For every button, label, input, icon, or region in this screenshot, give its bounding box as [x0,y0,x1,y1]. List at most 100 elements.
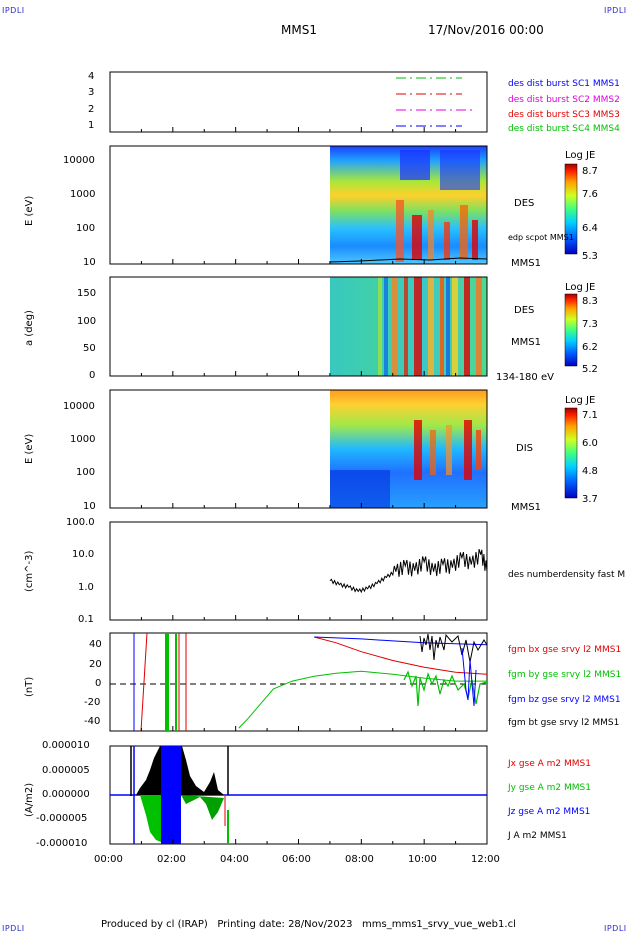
density-ytick-0.1: 0.1 [78,614,94,625]
density-panel [109,521,488,621]
current-jy-neg2 [181,795,224,820]
burst-legend-sc3: des dist burst SC3 MMS3 [508,110,620,120]
burst-legend-sc2: des dist burst SC2 MMS2 [508,95,620,105]
dis-energy-stripes [330,420,481,508]
xtick-label-6: 12:00 [471,854,500,865]
current-jy-neg [140,795,161,842]
current-legend-j: J A m2 MMS1 [508,831,567,841]
bfield-ytick-40: 40 [89,639,102,650]
des-pitch-right-label: DES [514,305,535,316]
des-energy-ytick-10: 10 [83,257,96,268]
bfield-ytick-0: 0 [95,678,102,689]
des-pitch-ytick-50: 50 [83,343,96,354]
des-energy-right-label: DES [514,198,535,209]
density-ytick-1: 1.0 [78,582,94,593]
current-ytick-m5: -0.000005 [36,813,88,824]
xtick-label-4: 08:00 [345,854,374,865]
xtick-label-5: 10:00 [408,854,437,865]
dis-energy-right-label: DIS [516,443,533,454]
bfield-ylabel: (nT) [24,676,35,697]
des-energy-overlay-label: edp scpot MMS1 [508,233,574,242]
xtick-label-3: 06:00 [282,854,311,865]
burst-ytick-4: 4 [88,71,95,82]
dis-energy-colorbar [564,407,578,499]
des-pitch-panel [109,276,578,377]
dis-energy-ytick-10: 10 [83,501,96,512]
des-pitch-stripes [378,277,482,376]
dis-energy-ytick-1000: 1000 [70,434,96,445]
density-ytick-10: 10.0 [72,549,95,560]
des-pitch-spectrogram [330,277,487,376]
density-ylabel: (cm^-3) [24,550,35,592]
footer-text: Produced by cl (IRAP) Printing date: 28/… [101,919,516,930]
des-energy-cbar-title: Log JE [565,150,596,161]
bfield-series-line-2 [314,636,488,646]
des-energy-cbar-tick-3: 5.3 [582,251,598,262]
dis-energy-cbar-tick-0: 7.1 [582,410,598,421]
des-energy-ytick-100: 100 [76,223,96,234]
bfield-series-line-1 [314,636,488,675]
xtick-label-2: 04:00 [220,854,249,865]
des-energy-ytick-10000: 10000 [63,155,95,166]
density-line [329,549,488,594]
dis-energy-ylabel: E (eV) [24,433,35,464]
des-pitch-ylabel: a (deg) [24,310,35,346]
current-ytick-m10: -0.000010 [36,838,88,849]
bfield-panel [109,632,488,732]
current-legend-jy: Jy gse A m2 MMS1 [508,783,591,793]
xtick-label-1: 02:00 [157,854,186,865]
des-energy-panel [109,145,578,265]
dis-energy-cbar-tick-3: 3.7 [582,494,598,505]
bfield-noise [403,633,488,707]
des-pitch-ytick-0: 0 [89,370,96,381]
des-energy-ylabel: E (eV) [24,195,35,226]
bfield-legend-bz: fgm bz gse srvy l2 MMS1 [508,695,621,705]
des-pitch-cbar-title: Log JE [565,282,596,293]
date-title: 17/Nov/2016 00:00 [428,23,544,37]
dis-energy-sc-label: MMS1 [511,502,541,513]
bfield-legend-bx: fgm bx gse srvy l2 MMS1 [508,645,622,655]
current-panel [109,745,488,845]
burst-legend-sc4: des dist burst SC4 MMS4 [508,124,620,134]
corner-label-bl: IPDLI [2,924,25,933]
bfield-ytick-m40: -40 [84,716,101,727]
des-energy-cbar-tick-2: 6.4 [582,223,598,234]
bfield-series-line-0 [238,670,487,729]
current-legend-jx: Jx gse A m2 MMS1 [508,759,591,769]
des-pitch-ytick-100: 100 [77,316,97,327]
des-energy-colorbar [564,163,578,255]
des-pitch-cbar-tick-1: 7.3 [582,319,598,330]
bfield-ytick-m20: -20 [84,697,101,708]
current-ytick-0: 0.000000 [42,789,90,800]
current-ytick-5: 0.000005 [42,765,90,776]
current-ytick-10: 0.000010 [42,740,90,751]
dis-energy-cbar-tick-1: 6.0 [582,438,598,449]
density-ytick-100: 100.0 [66,517,95,528]
corner-label-tl: IPDLI [2,6,25,15]
burst-legend-sc1: des dist burst SC1 MMS1 [508,79,620,89]
current-ylabel: (A/m2) [24,782,35,817]
des-pitch-cbar-tick-2: 6.2 [582,342,598,353]
des-pitch-cbar-tick-3: 5.2 [582,364,598,375]
bfield-legend-bt: fgm bt gse srvy l2 MMS1 [508,718,620,728]
des-energy-cbar-tick-0: 8.7 [582,166,598,177]
dis-energy-ytick-100: 100 [76,467,96,478]
bfield-gap-green [165,633,169,731]
des-energy-ytick-1000: 1000 [70,189,96,200]
current-legend-jz: Jz gse A m2 MMS1 [508,807,591,817]
x-axis-ticks [109,127,488,844]
dis-energy-cbar-title: Log JE [565,395,596,406]
des-pitch-range-label: 134-180 eV [496,372,554,383]
burst-ytick-1: 1 [88,120,95,131]
bfield-legend-by: fgm by gse srvy l2 MMS1 [508,670,622,680]
xtick-label-0: 00:00 [94,854,123,865]
dis-energy-cbar-tick-2: 4.8 [582,466,598,477]
dis-energy-panel [109,389,578,509]
des-pitch-colorbar [564,293,578,367]
des-energy-sc-label: MMS1 [511,258,541,269]
corner-label-br: IPDLI [604,924,627,933]
bfield-ytick-20: 20 [89,659,102,670]
density-legend: des numberdensity fast M [508,570,626,580]
corner-label-tr: IPDLI [604,6,627,15]
